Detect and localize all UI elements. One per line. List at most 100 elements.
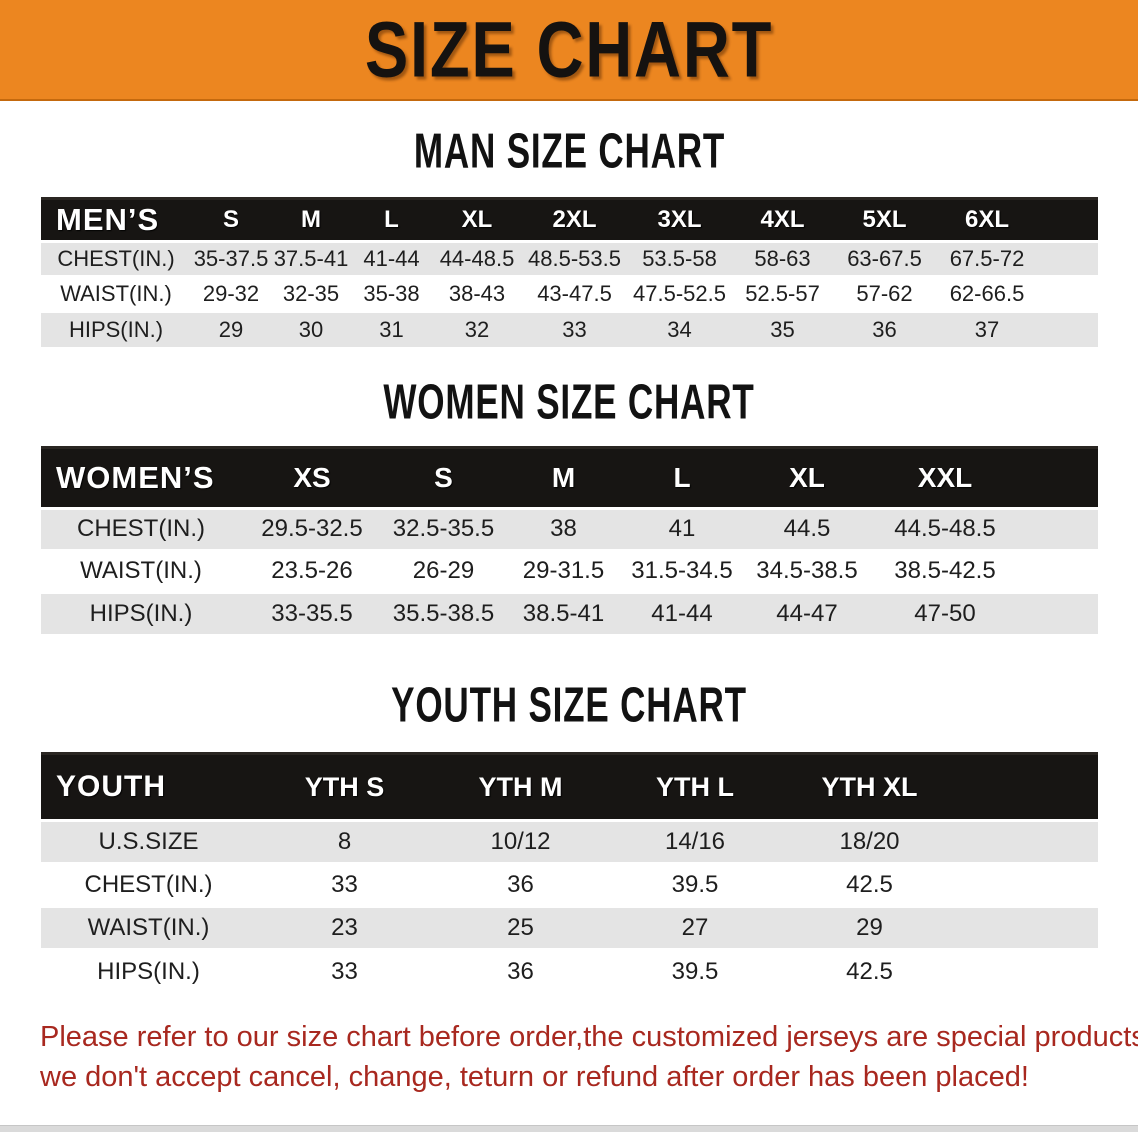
youth-header-row: YOUTH YTH S YTH M YTH L YTH XL	[41, 752, 1098, 821]
size-value: 37	[974, 316, 1000, 342]
row-label: WAIST(IN.)	[60, 281, 172, 306]
size-value: 41	[668, 515, 696, 542]
filler-cell	[1017, 508, 1098, 550]
row-label: WAIST(IN.)	[87, 914, 210, 941]
men-col-header: M	[271, 197, 351, 242]
men-waist-row: WAIST(IN.) 29-32 32-35 35-38 38-43 43-47…	[41, 276, 1098, 312]
size-value: 38.5-42.5	[894, 557, 996, 584]
size-value: 37.5-41	[273, 246, 349, 271]
size-value: 31	[379, 316, 404, 342]
size-value: 29-32	[202, 281, 260, 306]
men-col-header: 5XL	[833, 197, 936, 242]
size-value: 31.5-34.5	[631, 557, 733, 584]
bottom-strip	[0, 1125, 1138, 1132]
size-value: 27	[681, 914, 709, 941]
size-value: 35-38	[363, 281, 420, 306]
women-col-header: XL	[741, 445, 873, 508]
women-waist-row: WAIST(IN.) 23.5-26 26-29 29-31.5 31.5-34…	[41, 550, 1098, 592]
size-value: 34	[667, 316, 692, 342]
disclaimer-note: Please refer to our size chart before or…	[40, 1017, 1138, 1097]
youth-header-label: YOUTH	[41, 752, 256, 821]
women-col-header: M	[504, 445, 623, 508]
size-value: 67.5-72	[949, 246, 1025, 271]
men-chest-row: CHEST(IN.) 35-37.5 37.5-41 41-44 44-48.5…	[41, 241, 1098, 277]
size-value: 25	[507, 914, 534, 941]
size-value: 32.5-35.5	[392, 515, 495, 542]
size-value: 43-47.5	[537, 281, 612, 306]
row-label: HIPS(IN.)	[97, 957, 200, 985]
row-label: CHEST(IN.)	[57, 246, 175, 271]
men-size-table: MEN’S S M L XL 2XL 3XL 4XL 5XL 6XL CHEST…	[41, 197, 1098, 347]
size-value: 42.5	[846, 871, 893, 898]
size-value: 33	[331, 871, 358, 898]
women-section-heading: WOMEN SIZE CHART	[383, 372, 755, 429]
filler-cell	[1038, 197, 1098, 242]
size-value: 41-44	[651, 599, 713, 627]
size-value: 44.5	[783, 515, 831, 542]
row-label: HIPS(IN.)	[89, 599, 193, 627]
size-value: 53.5-58	[642, 246, 717, 271]
size-value: 29	[218, 316, 244, 342]
row-label: CHEST(IN.)	[77, 515, 205, 542]
size-value: 34.5-38.5	[756, 557, 858, 584]
size-value: 26-29	[412, 557, 475, 584]
filler-cell	[1038, 312, 1098, 347]
size-value: 33-35.5	[271, 599, 353, 627]
youth-col-header: YTH M	[433, 752, 608, 821]
youth-hips-row: HIPS(IN.) 33 36 39.5 42.5	[41, 949, 1098, 993]
size-value: 62-66.5	[949, 281, 1025, 306]
size-value: 36	[507, 871, 534, 898]
men-header-label: MEN’S	[41, 197, 191, 242]
size-value: 35	[770, 316, 795, 342]
youth-col-header: YTH L	[608, 752, 782, 821]
youth-waist-row: WAIST(IN.) 23 25 27 29	[41, 906, 1098, 950]
men-col-header: 3XL	[627, 197, 732, 242]
row-label: WAIST(IN.)	[80, 557, 202, 584]
filler-cell	[957, 864, 1098, 907]
size-value: 36	[872, 316, 897, 342]
row-label: HIPS(IN.)	[68, 316, 164, 342]
filler-cell	[1017, 445, 1098, 508]
filler-cell	[1017, 592, 1098, 634]
youth-section-heading: YOUTH SIZE CHART	[391, 676, 747, 733]
filler-cell	[957, 950, 1098, 993]
filler-cell	[1038, 242, 1098, 277]
size-value: 44.5-48.5	[894, 515, 996, 542]
banner: SIZE CHART	[0, 0, 1138, 101]
size-value: 33	[562, 316, 587, 342]
size-value: 41-44	[363, 246, 420, 271]
size-value: 38.5-41	[522, 599, 605, 627]
youth-size-table: YOUTH YTH S YTH M YTH L YTH XL U.S.SIZE …	[41, 752, 1098, 993]
size-value: 32	[464, 316, 490, 342]
women-section: WOMEN SIZE CHART WOMEN’S XS S M L XL XXL	[0, 372, 1138, 634]
size-value: 30	[298, 316, 324, 342]
size-value: 18/20	[839, 828, 900, 855]
filler-cell	[957, 752, 1098, 821]
women-hips-row: HIPS(IN.) 33-35.5 35.5-38.5 38.5-41 41-4…	[41, 592, 1098, 634]
youth-section: YOUTH SIZE CHART YOUTH YTH S YTH M YTH L…	[0, 676, 1138, 993]
size-value: 8	[337, 828, 352, 855]
size-value: 44-48.5	[439, 246, 515, 271]
women-size-table: WOMEN’S XS S M L XL XXL CHEST(IN.) 29.5-…	[41, 445, 1098, 634]
filler-cell	[957, 907, 1098, 950]
size-value: 57-62	[856, 281, 913, 306]
women-col-header: XXL	[873, 445, 1017, 508]
size-value: 29.5-32.5	[261, 515, 363, 542]
size-value: 39.5	[671, 871, 719, 898]
size-value: 47-50	[914, 599, 976, 627]
size-value: 47.5-52.5	[633, 281, 726, 306]
women-col-header: S	[383, 445, 504, 508]
size-value: 44-47	[776, 599, 838, 627]
size-value: 29	[856, 914, 883, 941]
size-value: 32-35	[282, 281, 340, 306]
size-value: 36	[507, 957, 534, 985]
youth-ussize-row: U.S.SIZE 8 10/12 14/16 18/20	[41, 820, 1098, 864]
disclaimer-line-1: Please refer to our size chart before or…	[40, 1020, 1138, 1053]
size-value: 48.5-53.5	[528, 246, 621, 271]
size-value: 35-37.5	[193, 246, 269, 271]
men-col-header: XL	[432, 197, 522, 242]
page-title: SIZE CHART	[364, 5, 774, 94]
size-value: 33	[331, 957, 358, 985]
men-col-header: 6XL	[936, 197, 1038, 242]
size-value: 52.5-57	[745, 281, 820, 306]
